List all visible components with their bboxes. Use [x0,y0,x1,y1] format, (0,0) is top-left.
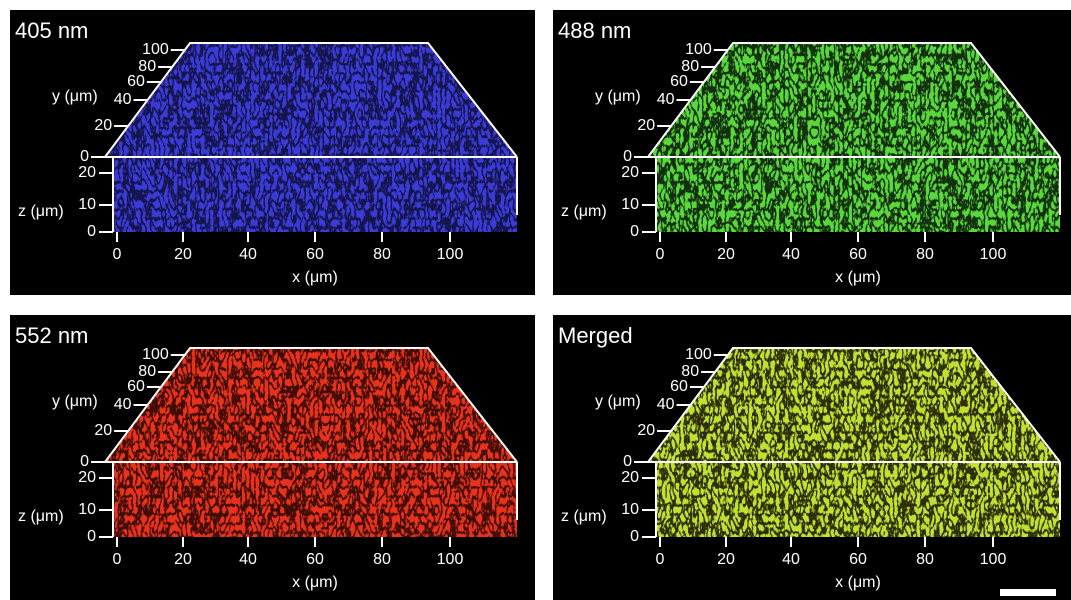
x-tick-label: 20 [717,246,735,263]
z-tick-label: 10 [621,196,639,213]
y-tick-label: 0 [623,453,632,470]
z-tick-label: 0 [630,223,639,240]
x-tick-label: 60 [306,246,324,263]
y-axis-label: y (μm) [595,88,641,105]
y-tick-label: 40 [114,91,132,108]
z-axis-label: z (μm) [18,508,64,525]
x-tick-label: 100 [437,246,464,263]
y-tick-label: 20 [94,422,112,439]
x-tick-label: 60 [306,551,324,568]
z-tick-label: 10 [78,501,96,518]
x-axis-label: x (μm) [292,574,338,591]
x-axis-label: x (μm) [835,574,881,591]
x-tick-label: 0 [656,551,665,568]
x-tick-label: 60 [849,551,867,568]
z-tick-label: 20 [621,469,639,486]
z-axis-label: z (μm) [561,508,607,525]
y-tick-label: 60 [127,73,145,90]
x-tick-label: 0 [113,246,122,263]
panel-label: 552 nm [15,323,88,348]
z-tick-label: 20 [78,164,96,181]
x-tick-label: 20 [174,551,192,568]
y-tick-label: 0 [80,453,89,470]
scale-bar [1000,589,1056,596]
x-axis-label: x (μm) [835,269,881,286]
x-tick-label: 40 [239,551,257,568]
panel-label: 488 nm [558,18,631,43]
z-tick-label: 10 [78,196,96,213]
y-axis-label: y (μm) [52,393,98,410]
x-tick-label: 80 [373,246,391,263]
y-tick-label: 40 [657,396,675,413]
x-tick-label: 0 [656,246,665,263]
y-tick-label: 20 [637,117,655,134]
y-tick-label: 20 [94,117,112,134]
y-tick-label: 100 [142,41,169,58]
y-tick-label: 100 [142,346,169,363]
y-tick-label: 20 [637,422,655,439]
y-axis-label: y (μm) [52,88,98,105]
y-tick-label: 60 [670,378,688,395]
z-tick-label: 0 [87,223,96,240]
y-tick-label: 100 [685,346,712,363]
figure: 405 nm100806040200y (μm)20100z (μm)02040… [0,0,1071,600]
x-tick-label: 40 [782,551,800,568]
x-tick-label: 20 [174,246,192,263]
z-tick-label: 0 [87,528,96,545]
y-tick-label: 0 [80,148,89,165]
z-axis-label: z (μm) [18,203,64,220]
x-tick-label: 40 [782,246,800,263]
x-axis-label: x (μm) [292,269,338,286]
x-tick-label: 80 [916,551,934,568]
x-tick-label: 60 [849,246,867,263]
x-tick-label: 80 [373,551,391,568]
y-tick-label: 40 [657,91,675,108]
panel-label: 405 nm [15,18,88,43]
y-tick-label: 60 [670,73,688,90]
z-tick-label: 20 [78,469,96,486]
x-tick-label: 40 [239,246,257,263]
z-tick-label: 0 [630,528,639,545]
x-tick-label: 80 [916,246,934,263]
panel-label: Merged [558,323,633,348]
z-tick-label: 20 [621,164,639,181]
y-tick-label: 0 [623,148,632,165]
y-tick-label: 40 [114,396,132,413]
x-tick-label: 0 [113,551,122,568]
z-tick-label: 10 [621,501,639,518]
z-axis-label: z (μm) [561,203,607,220]
x-tick-label: 100 [437,551,464,568]
y-tick-label: 60 [127,378,145,395]
x-tick-label: 100 [980,246,1007,263]
x-tick-label: 20 [717,551,735,568]
x-tick-label: 100 [980,551,1007,568]
y-axis-label: y (μm) [595,393,641,410]
y-tick-label: 100 [685,41,712,58]
